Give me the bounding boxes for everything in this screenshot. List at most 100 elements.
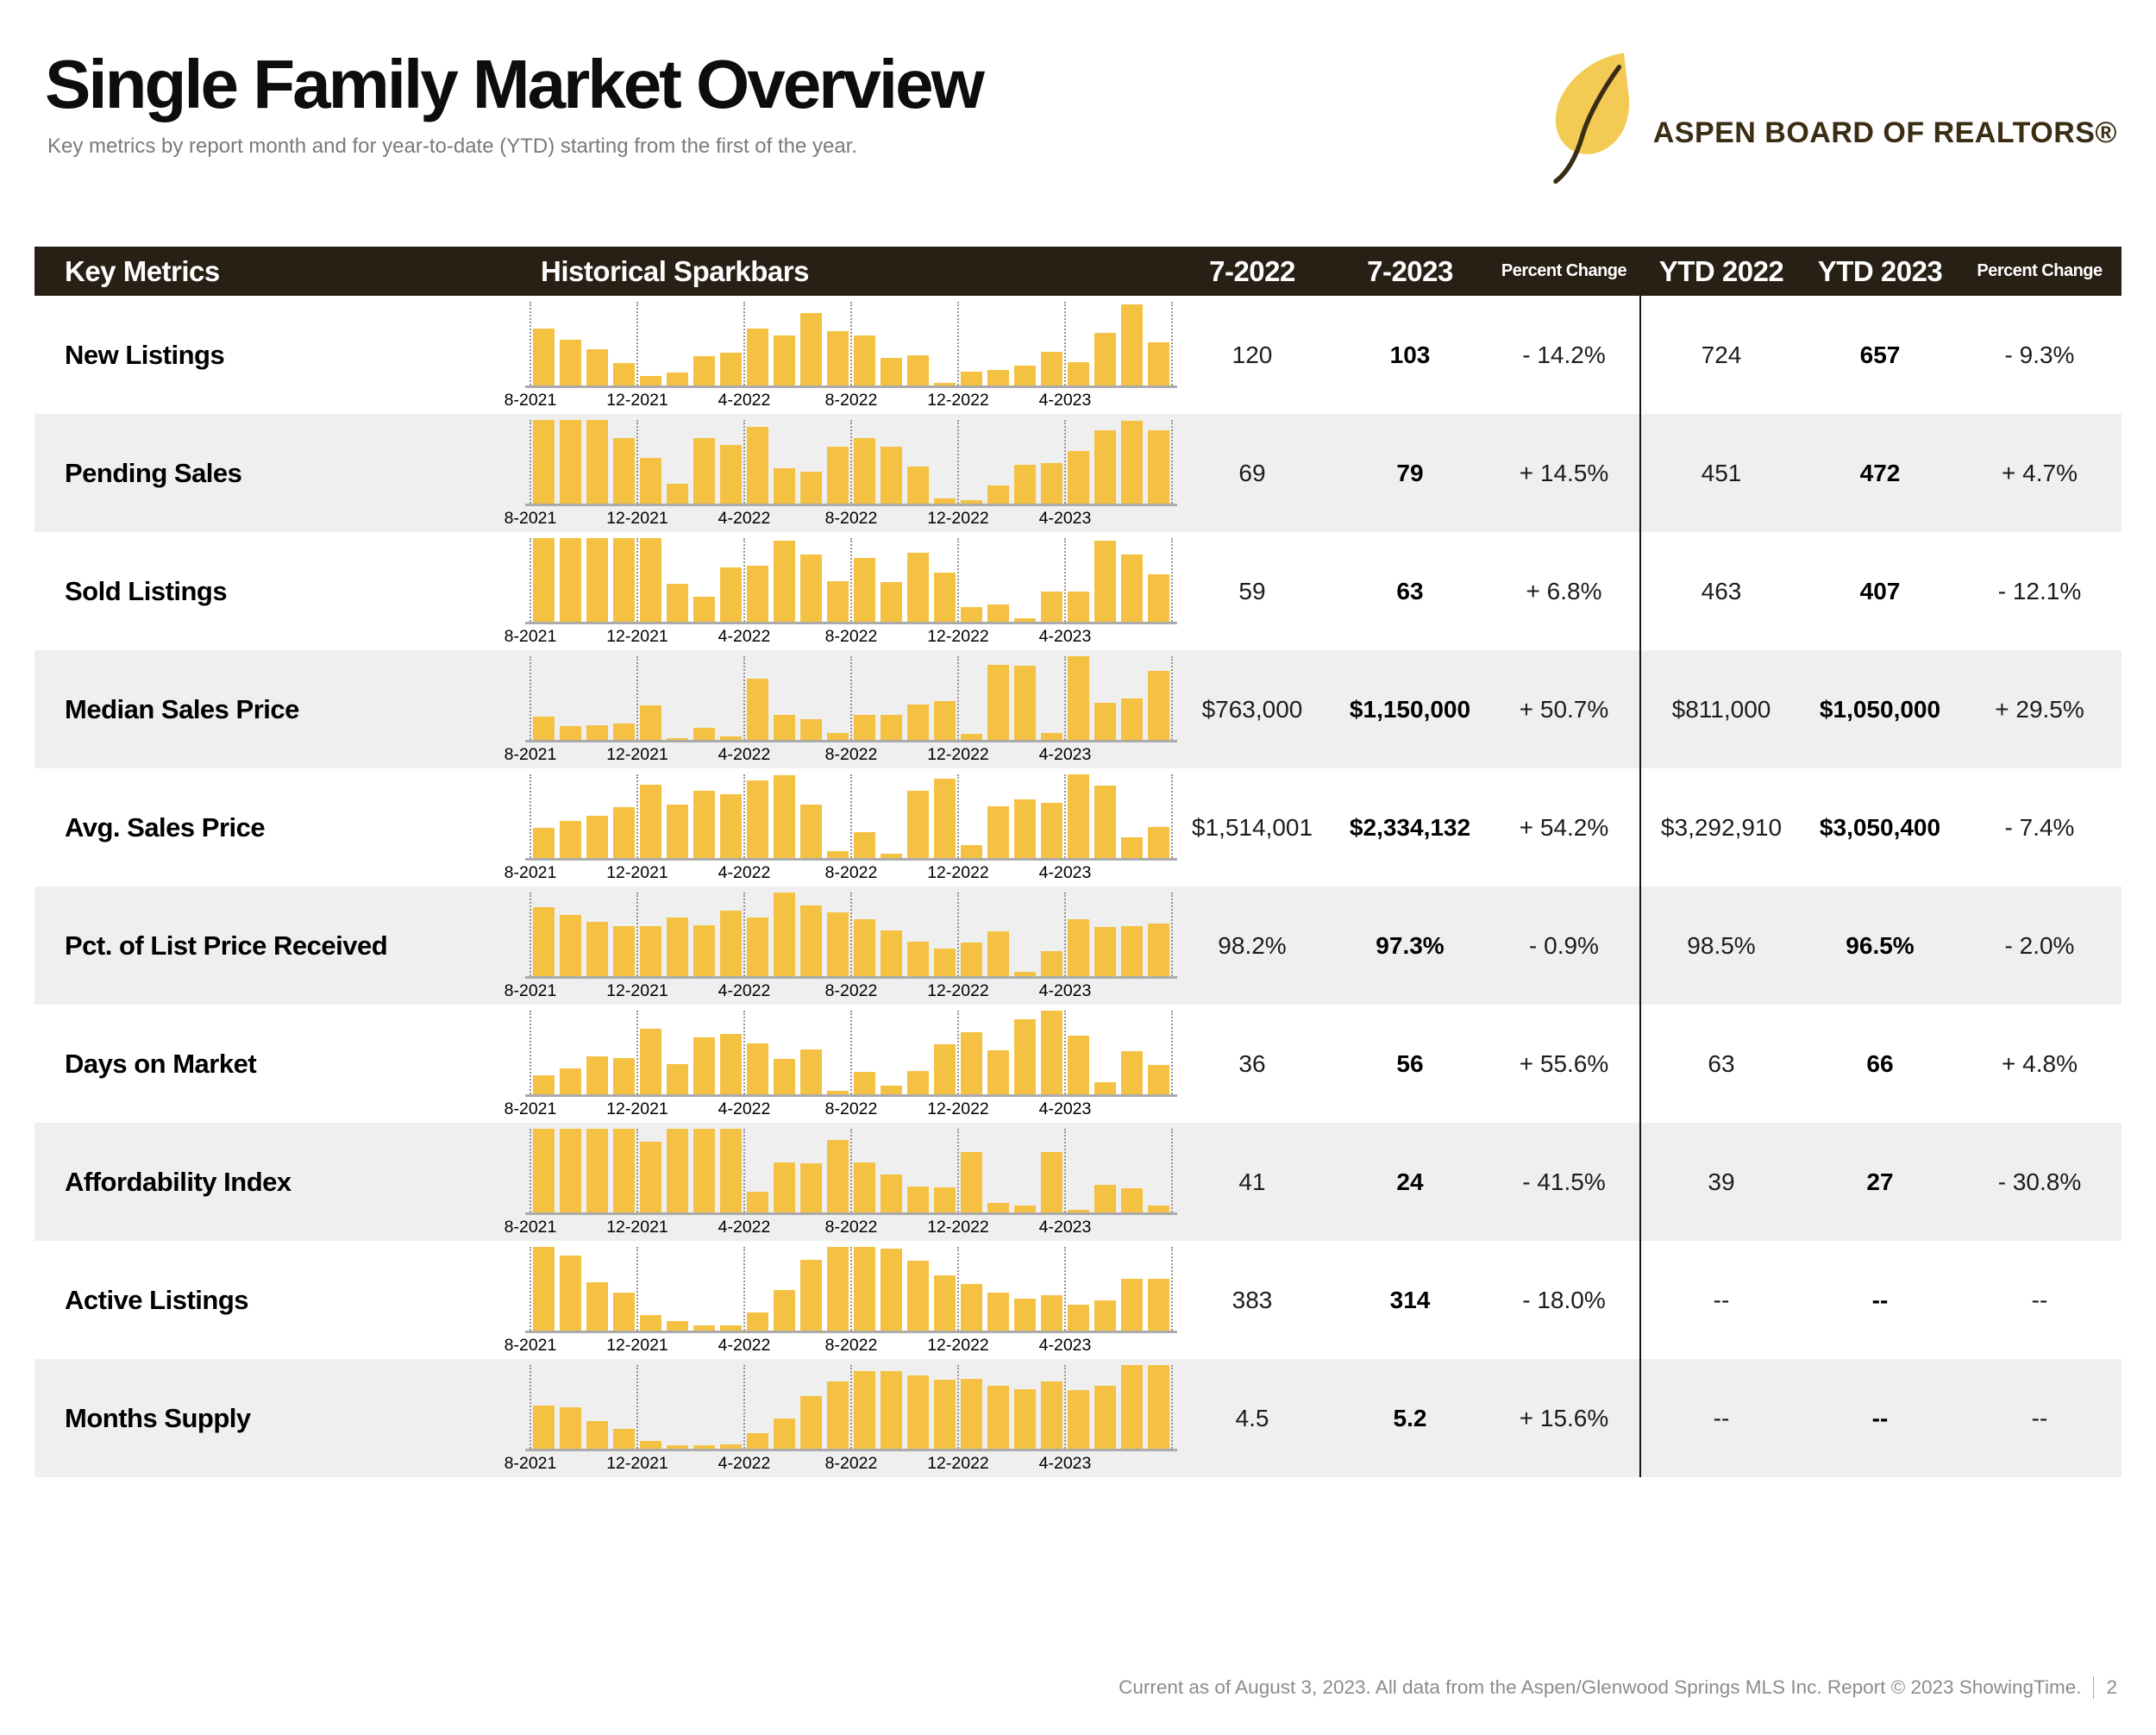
value-month-curr: 97.3% (1376, 932, 1445, 959)
spark-bar (881, 1371, 902, 1449)
axis-label: 4-2023 (1038, 627, 1092, 646)
spark-bar (720, 794, 742, 858)
spark-bar (560, 1256, 581, 1331)
sparkbar-bars (530, 1129, 1173, 1212)
axis-label: 8-2022 (824, 1454, 878, 1473)
spark-bar (747, 329, 768, 385)
gridline (530, 1129, 531, 1212)
axis-label: 12-2021 (606, 1099, 668, 1118)
spark-bar (693, 1129, 715, 1212)
spark-bar (693, 1445, 715, 1449)
value-ytd-pct-change: - 2.0% (2004, 932, 2075, 959)
axis-label: 4-2023 (1038, 863, 1092, 882)
spark-bar (934, 779, 956, 858)
spark-bar (1148, 574, 1169, 622)
axis-label: 8-2022 (824, 1336, 878, 1355)
spark-bar (533, 1247, 555, 1331)
sparkbar-bars (530, 656, 1173, 740)
table-row: Days on Market 8-2021 12-2021 4-2022 8-2022… (34, 1005, 2122, 1123)
gridline (743, 1129, 745, 1212)
gridline (1064, 656, 1066, 740)
spark-bar (1121, 304, 1143, 385)
gridline (957, 1365, 959, 1449)
spark-bar (1041, 951, 1062, 976)
spark-bar (560, 538, 581, 622)
axis-label: 4-2023 (1038, 745, 1092, 764)
spark-bar (774, 1419, 795, 1449)
spark-bar (720, 1129, 742, 1212)
spark-bar (881, 358, 902, 385)
spark-bar (961, 1284, 982, 1331)
value-ytd-curr: $3,050,400 (1819, 814, 1941, 841)
gridline (1064, 1011, 1066, 1094)
spark-bar (800, 805, 822, 858)
spark-bar (560, 420, 581, 504)
spark-bar (934, 498, 956, 504)
gridline (743, 1247, 745, 1331)
gridline (636, 538, 638, 622)
spark-bar (907, 1375, 929, 1449)
spark-bar (640, 538, 661, 622)
spark-bar (1041, 592, 1062, 622)
axis-label: 8-2021 (504, 981, 557, 1000)
metric-label: Sold Listings (65, 576, 228, 606)
gridline (530, 893, 531, 976)
spark-bar (961, 1379, 982, 1449)
axis-label: 12-2021 (606, 981, 668, 1000)
spark-bar (613, 363, 635, 385)
value-ytd-pct-change: - 12.1% (1997, 578, 2082, 604)
axis-label: 4-2023 (1038, 1454, 1092, 1473)
gridline (850, 893, 852, 976)
spark-bar (961, 372, 982, 385)
spark-bar (1094, 1185, 1116, 1212)
gridline (743, 538, 745, 622)
spark-bar (1121, 421, 1143, 504)
spark-bar (693, 356, 715, 385)
metric-label: Avg. Sales Price (65, 812, 266, 842)
gridline (530, 656, 531, 740)
spark-bar (560, 1407, 581, 1449)
gridline (1171, 1365, 1173, 1449)
axis-label: 4-2022 (718, 981, 771, 1000)
value-ytd-prev: 463 (1701, 578, 1742, 604)
sparkbar-chart: 8-2021 12-2021 4-2022 8-2022 12-2022 4-2023 (505, 302, 1177, 415)
spark-bar (881, 1174, 902, 1212)
axis-label: 4-2022 (718, 1454, 771, 1473)
gridline (850, 420, 852, 504)
spark-bar (1094, 1386, 1116, 1449)
gridline (1064, 420, 1066, 504)
value-pct-change: + 55.6% (1519, 1050, 1609, 1077)
gridline (850, 656, 852, 740)
spark-bar (1121, 1188, 1143, 1212)
value-ytd-pct-change: + 4.8% (2002, 1050, 2078, 1077)
gridline (743, 1011, 745, 1094)
axis-label: 12-2021 (606, 1336, 668, 1355)
spark-bar (747, 918, 768, 976)
spark-bar (800, 472, 822, 504)
gridline (850, 1365, 852, 1449)
spark-bar (1094, 927, 1116, 976)
gridline (957, 893, 959, 976)
spark-bar (667, 1445, 688, 1449)
spark-bar (720, 1034, 742, 1094)
spark-bar (934, 1275, 956, 1331)
spark-bar (586, 1282, 608, 1331)
spark-bar (774, 893, 795, 976)
spark-bar (693, 1037, 715, 1094)
gridline (957, 420, 959, 504)
spark-bar (987, 1386, 1009, 1449)
axis-label: 12-2022 (927, 1218, 989, 1237)
spark-bar (533, 1406, 555, 1449)
spark-bar (827, 1381, 849, 1449)
spark-bar (881, 930, 902, 976)
gridline (530, 420, 531, 504)
metric-label: New Listings (65, 340, 225, 370)
spark-bar (1094, 786, 1116, 858)
spark-bar (1068, 1210, 1089, 1212)
gridline (636, 1129, 638, 1212)
axis-label: 8-2022 (824, 627, 878, 646)
axis-label: 4-2022 (718, 391, 771, 410)
axis-label: 8-2021 (504, 1454, 557, 1473)
spark-bar (934, 701, 956, 740)
axis-label: 8-2022 (824, 509, 878, 528)
